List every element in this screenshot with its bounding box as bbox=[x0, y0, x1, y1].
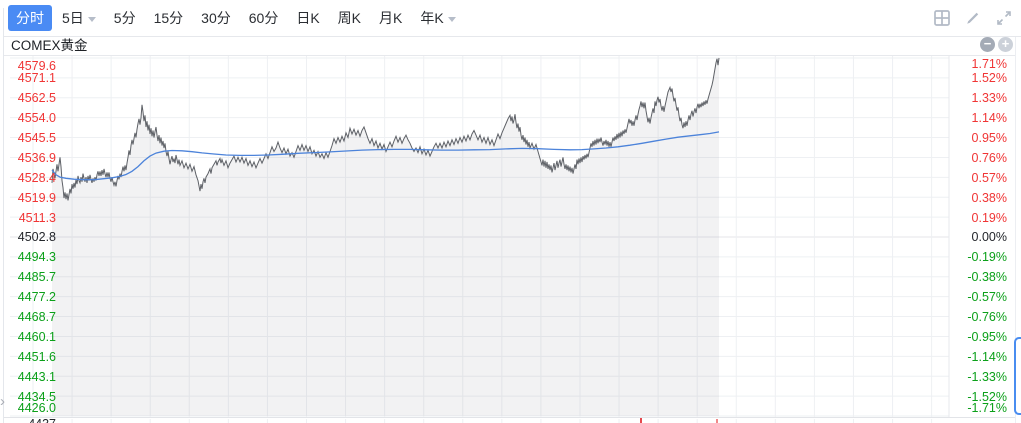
chevron-down-icon bbox=[447, 16, 456, 22]
percent-axis-label: 0.57% bbox=[971, 171, 1007, 185]
percent-axis-label: -1.71% bbox=[967, 401, 1007, 415]
panel-right-border bbox=[1015, 37, 1016, 423]
percent-axis-label: 0.38% bbox=[971, 191, 1007, 205]
price-axis-label: 4494.3 bbox=[17, 250, 56, 264]
volume-pane-partial-label: 4437 bbox=[10, 417, 56, 423]
percent-axis-label: -0.38% bbox=[967, 270, 1007, 284]
sidebar-expand-handle[interactable]: › bbox=[0, 393, 5, 410]
fullscreen-expand-icon[interactable] bbox=[995, 9, 1013, 27]
draw-brush-icon[interactable] bbox=[964, 9, 982, 27]
percent-axis-label: 0.19% bbox=[971, 211, 1007, 225]
grid-layout-icon[interactable] bbox=[933, 9, 951, 27]
price-axis-label: 4536.9 bbox=[17, 151, 56, 165]
period-tab[interactable]: 60分 bbox=[241, 5, 287, 31]
percent-axis-label: -0.57% bbox=[967, 290, 1007, 304]
toolbar-icons bbox=[933, 9, 1021, 27]
period-tab[interactable]: 分时 bbox=[8, 5, 52, 31]
period-tab[interactable]: 30分 bbox=[193, 5, 239, 31]
chevron-down-icon bbox=[87, 16, 96, 22]
period-tab-label: 15分 bbox=[153, 10, 184, 26]
price-axis-label: 4579.6 bbox=[17, 59, 56, 73]
percent-axis-label: 0.76% bbox=[971, 151, 1007, 165]
percent-axis-label: -0.95% bbox=[967, 330, 1007, 344]
price-axis-label: 4443.1 bbox=[17, 370, 56, 384]
zoom-controls: − + bbox=[980, 37, 1013, 52]
percent-axis-label: 1.52% bbox=[971, 71, 1007, 85]
percent-axis-label: -1.14% bbox=[967, 350, 1007, 364]
percent-axis-label: -0.19% bbox=[967, 250, 1007, 264]
percent-axis-label: -0.76% bbox=[967, 310, 1007, 324]
period-tab[interactable]: 月K bbox=[371, 5, 410, 31]
price-axis-label: 4519.9 bbox=[17, 191, 56, 205]
price-axis-label: 4468.7 bbox=[17, 310, 56, 324]
period-tab-label: 5日 bbox=[62, 10, 84, 26]
price-axis-label: 4511.3 bbox=[18, 211, 56, 225]
percent-axis-label: 0.00% bbox=[971, 230, 1007, 244]
period-tabs: 分时 5日 5分 15分 30分 bbox=[4, 5, 464, 31]
panel-left-border bbox=[3, 8, 4, 423]
price-axis-label: 4562.5 bbox=[17, 91, 56, 105]
price-axis-label: 4434.5 bbox=[17, 390, 56, 404]
period-tab-label: 分时 bbox=[16, 10, 44, 26]
instrument-title: COMEX黄金 bbox=[11, 38, 88, 53]
period-tab[interactable]: 5分 bbox=[106, 5, 144, 31]
period-tab[interactable]: 日K bbox=[288, 5, 327, 31]
price-axis-label: 4554.0 bbox=[17, 111, 56, 125]
period-tab[interactable]: 15分 bbox=[146, 5, 192, 31]
percent-axis-label: 1.14% bbox=[971, 111, 1007, 125]
percent-axis-label: 0.95% bbox=[971, 131, 1007, 145]
period-tab-label: 5分 bbox=[113, 10, 136, 26]
price-axis-label: 4502.8 bbox=[17, 230, 56, 244]
right-edge-widget[interactable] bbox=[1014, 337, 1021, 415]
price-axis-label: 4545.5 bbox=[17, 131, 56, 145]
percent-axis-label: -1.33% bbox=[967, 370, 1007, 384]
period-tab-label: 30分 bbox=[201, 10, 231, 26]
price-axis-label: 4528.4 bbox=[17, 171, 56, 185]
period-toolbar: 分时 5日 5分 15分 30分 bbox=[4, 0, 1021, 37]
price-axis-label: 4485.7 bbox=[17, 270, 56, 284]
price-axis-label: 4426.0 bbox=[17, 401, 56, 415]
price-axis-label: 4460.1 bbox=[17, 330, 56, 344]
period-tab[interactable]: 年K bbox=[412, 5, 463, 31]
period-tab[interactable]: 5日 bbox=[54, 5, 104, 31]
percent-axis-label: 1.33% bbox=[971, 91, 1007, 105]
period-tab-label: 周K bbox=[337, 10, 362, 26]
price-axis-label: 4571.1 bbox=[17, 71, 56, 85]
period-tab-label: 日K bbox=[296, 10, 320, 26]
percent-axis-label: 1.71% bbox=[971, 57, 1007, 71]
period-tab-label: 月K bbox=[379, 10, 403, 26]
zoom-in-button[interactable]: + bbox=[998, 37, 1013, 52]
price-axis-label: 4451.6 bbox=[17, 350, 56, 364]
period-tab-label: 年K bbox=[420, 10, 444, 26]
period-tab-label: 60分 bbox=[248, 10, 279, 26]
price-axis-label: 4477.2 bbox=[17, 290, 56, 304]
zoom-out-button[interactable]: − bbox=[980, 37, 995, 52]
percent-axis-label: -1.52% bbox=[967, 390, 1007, 404]
period-tab[interactable]: 周K bbox=[330, 5, 369, 31]
chart-title-row: COMEX黄金 bbox=[4, 37, 1015, 56]
